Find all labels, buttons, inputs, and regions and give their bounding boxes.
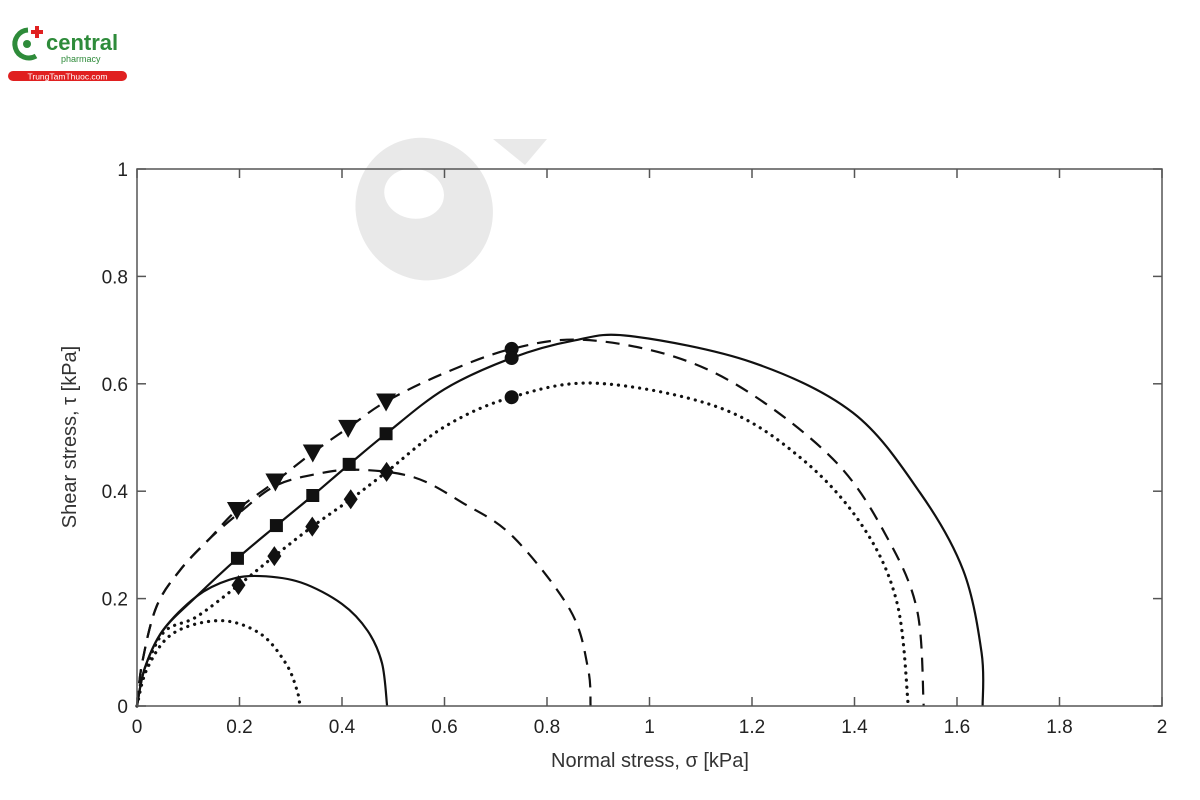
- square-marker: [342, 457, 356, 471]
- square-marker: [269, 519, 283, 533]
- x-tick-label: 1.6: [944, 717, 970, 738]
- triangle-down-marker: [338, 419, 359, 438]
- dotted-curve-4: [135, 381, 910, 708]
- triangle-down-marker: [376, 393, 397, 412]
- dotted-curve-5: [135, 619, 302, 708]
- diamond-marker: [267, 546, 282, 567]
- x-tick-label: 2: [1157, 717, 1168, 738]
- x-tick-label: 0.8: [534, 717, 560, 738]
- y-tick-label: 0.4: [102, 482, 129, 503]
- triangle-down-marker: [265, 473, 286, 492]
- dashed-curve-3: [135, 468, 592, 707]
- plot-frame: [136, 168, 1163, 707]
- logo-dot-icon: [23, 40, 31, 48]
- diamond-marker: [343, 489, 358, 510]
- square-marker: [306, 488, 320, 502]
- logo-banner: [8, 71, 127, 81]
- x-tick-label: 1: [644, 717, 655, 738]
- diamond-marker: [305, 516, 320, 537]
- x-tick-label: 0.4: [329, 717, 356, 738]
- x-tick-label: 1.2: [739, 717, 765, 738]
- x-tick-label: 0.2: [226, 717, 252, 738]
- y-tick-label: 1: [117, 160, 128, 181]
- x-tick-label: 1.8: [1046, 717, 1072, 738]
- logo-cross-icon: [31, 26, 43, 38]
- y-tick-label: 0.6: [102, 375, 128, 396]
- y-axis-label: Shear stress, τ [kPa]: [59, 346, 81, 528]
- logo-sub: pharmacy: [61, 54, 101, 64]
- logo-site: TrungTamThuoc.com: [28, 72, 108, 82]
- square-marker: [230, 551, 244, 565]
- central-pharmacy-logo: central pharmacy TrungTamThuoc.com: [8, 26, 127, 82]
- y-tick-label: 0.8: [102, 267, 128, 288]
- triangle-down-marker: [226, 501, 247, 520]
- square-marker: [379, 427, 393, 441]
- circle-marker: [504, 390, 519, 405]
- circle-marker: [504, 351, 519, 366]
- x-tick-label: 1.4: [841, 717, 868, 738]
- logo-arc-icon: [12, 27, 38, 61]
- watermark: [355, 137, 547, 281]
- y-tick-label: 0.2: [102, 590, 128, 611]
- solid-curve-0: [135, 333, 985, 707]
- triangle-down-marker: [302, 444, 323, 463]
- x-axis-label: Normal stress, σ [kPa]: [551, 750, 749, 772]
- x-tick-label: 0.6: [431, 717, 457, 738]
- dashed-curve-2: [135, 338, 925, 707]
- y-tick-label: 0: [117, 697, 128, 718]
- solid-curve-1: [135, 574, 389, 707]
- diamond-marker: [379, 461, 394, 482]
- x-tick-label: 0: [132, 717, 143, 738]
- diamond-marker: [231, 575, 246, 596]
- logo-brand: central: [46, 30, 118, 55]
